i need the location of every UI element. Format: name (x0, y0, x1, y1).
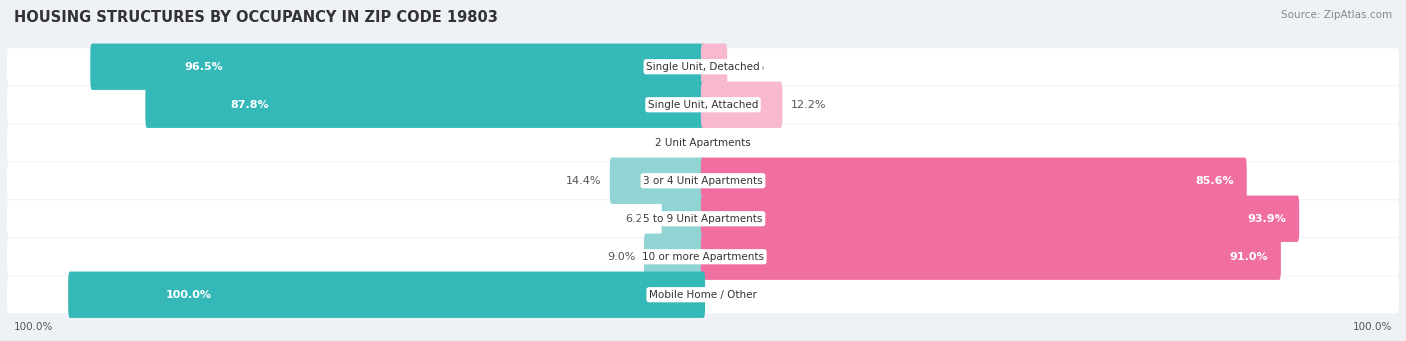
Text: 0.0%: 0.0% (714, 290, 742, 300)
FancyBboxPatch shape (610, 158, 706, 204)
Text: 2 Unit Apartments: 2 Unit Apartments (655, 138, 751, 148)
FancyBboxPatch shape (67, 271, 706, 318)
FancyBboxPatch shape (702, 158, 1247, 204)
FancyBboxPatch shape (702, 81, 782, 128)
FancyBboxPatch shape (90, 44, 706, 90)
Text: Single Unit, Detached: Single Unit, Detached (647, 62, 759, 72)
Text: Mobile Home / Other: Mobile Home / Other (650, 290, 756, 300)
Text: 96.5%: 96.5% (184, 62, 222, 72)
Text: 100.0%: 100.0% (166, 290, 211, 300)
FancyBboxPatch shape (7, 162, 1399, 199)
Text: 87.8%: 87.8% (231, 100, 270, 110)
Text: Source: ZipAtlas.com: Source: ZipAtlas.com (1281, 10, 1392, 20)
Text: Single Unit, Attached: Single Unit, Attached (648, 100, 758, 110)
Text: 100.0%: 100.0% (14, 322, 53, 332)
FancyBboxPatch shape (7, 48, 1399, 85)
Text: 100.0%: 100.0% (1353, 322, 1392, 332)
FancyBboxPatch shape (7, 124, 1399, 161)
FancyBboxPatch shape (662, 195, 706, 242)
FancyBboxPatch shape (7, 238, 1399, 275)
Text: 5 to 9 Unit Apartments: 5 to 9 Unit Apartments (644, 214, 762, 224)
FancyBboxPatch shape (702, 234, 1281, 280)
Text: 93.9%: 93.9% (1247, 214, 1286, 224)
Text: 0.0%: 0.0% (664, 138, 693, 148)
Text: 0.0%: 0.0% (714, 138, 742, 148)
Text: 85.6%: 85.6% (1195, 176, 1234, 186)
FancyBboxPatch shape (145, 81, 706, 128)
Text: HOUSING STRUCTURES BY OCCUPANCY IN ZIP CODE 19803: HOUSING STRUCTURES BY OCCUPANCY IN ZIP C… (14, 10, 498, 25)
FancyBboxPatch shape (7, 276, 1399, 313)
Text: 91.0%: 91.0% (1230, 252, 1268, 262)
Text: 3 or 4 Unit Apartments: 3 or 4 Unit Apartments (643, 176, 763, 186)
Text: 12.2%: 12.2% (790, 100, 827, 110)
FancyBboxPatch shape (702, 44, 727, 90)
FancyBboxPatch shape (644, 234, 706, 280)
FancyBboxPatch shape (7, 86, 1399, 123)
Text: 6.2%: 6.2% (624, 214, 654, 224)
FancyBboxPatch shape (7, 200, 1399, 237)
Text: 3.5%: 3.5% (735, 62, 763, 72)
Text: 14.4%: 14.4% (565, 176, 602, 186)
FancyBboxPatch shape (702, 195, 1299, 242)
Text: 9.0%: 9.0% (607, 252, 636, 262)
Text: 10 or more Apartments: 10 or more Apartments (643, 252, 763, 262)
